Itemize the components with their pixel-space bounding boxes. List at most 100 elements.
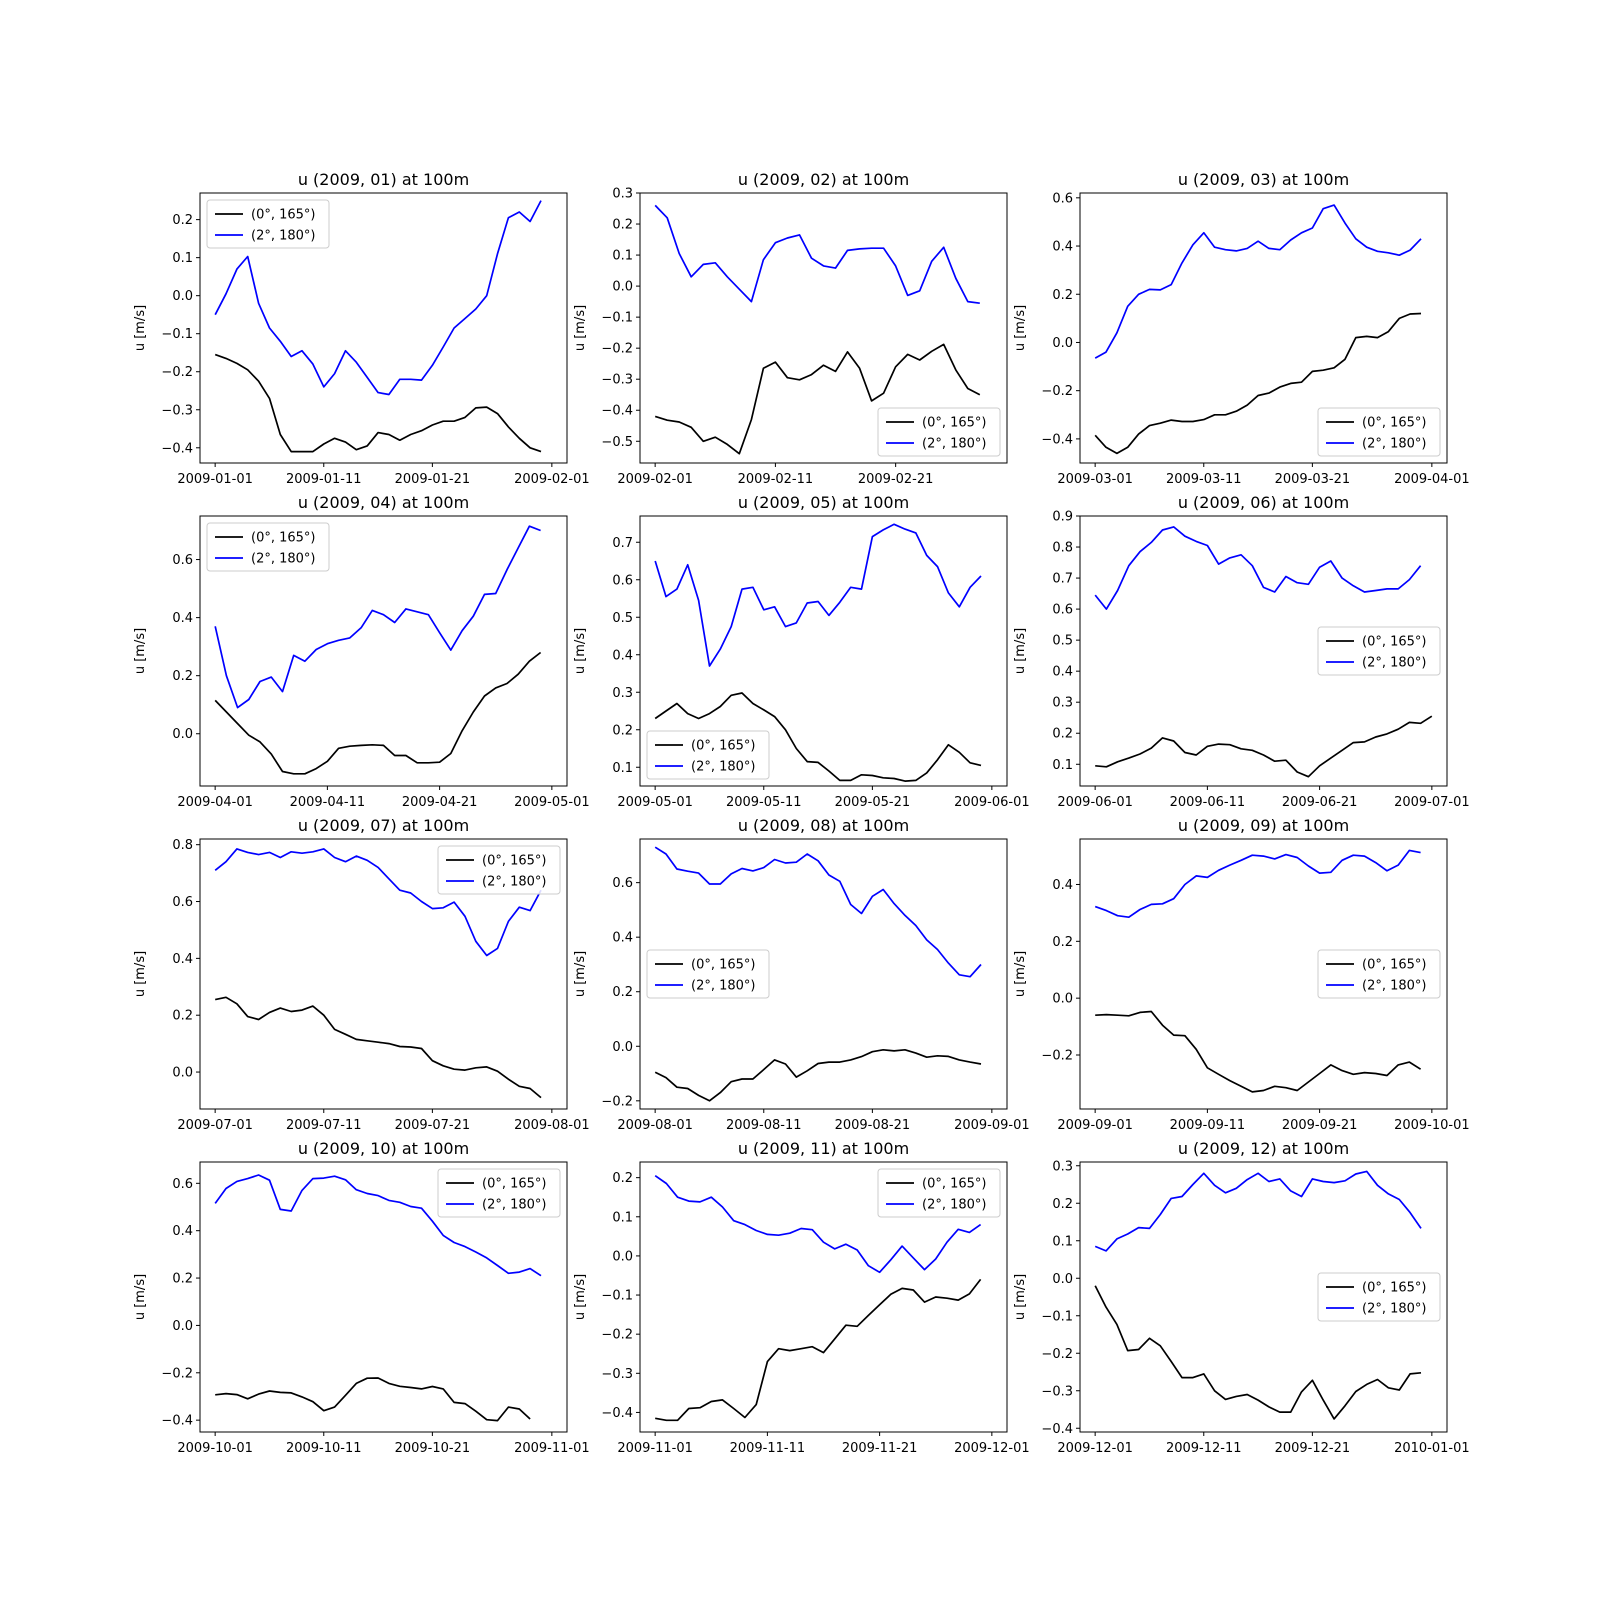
y-tick-label: 0.1 xyxy=(1052,758,1073,773)
series-line-black xyxy=(215,1377,531,1422)
plot-frame xyxy=(1079,838,1448,1110)
legend-box xyxy=(877,407,1001,457)
y-tick-label: 0.3 xyxy=(1052,696,1073,711)
x-tick-label: 2009-03-21 xyxy=(1275,472,1351,487)
x-tick-label: 2009-12-01 xyxy=(1057,1441,1133,1456)
y-tick-label: −0.5 xyxy=(601,435,633,450)
x-tick-label: 2009-10-01 xyxy=(1394,1118,1470,1133)
x-tick-label: 2009-10-01 xyxy=(177,1441,253,1456)
y-axis-label: u [m/s] xyxy=(133,305,148,351)
x-tick-label: 2009-12-21 xyxy=(1275,1441,1351,1456)
x-tick-label: 2010-01-01 xyxy=(1394,1441,1470,1456)
y-tick-label: 0.1 xyxy=(612,761,633,776)
subplot-title: u (2009, 01) at 100m xyxy=(298,170,469,189)
x-tick-label: 2009-08-21 xyxy=(835,1118,911,1133)
y-axis-label: u [m/s] xyxy=(573,305,588,351)
x-tick-label: 2009-04-21 xyxy=(402,795,478,810)
series-line-black xyxy=(215,996,542,1099)
series-line-blue xyxy=(214,525,541,709)
y-tick-label: 0.0 xyxy=(172,289,193,304)
y-tick-label: −0.1 xyxy=(1041,1309,1073,1324)
legend-label: (0°, 165°) xyxy=(482,854,547,869)
series-line-black xyxy=(1094,1285,1422,1420)
x-tick-label: 2009-02-01 xyxy=(617,472,693,487)
y-tick-label: 0.6 xyxy=(172,895,193,910)
x-tick-label: 2009-08-01 xyxy=(617,1118,693,1133)
subplot-title: u (2009, 09) at 100m xyxy=(1178,816,1349,835)
y-tick-label: −0.1 xyxy=(601,1289,633,1304)
x-tick-label: 2009-06-21 xyxy=(1282,795,1358,810)
x-tick-label: 2009-02-21 xyxy=(858,472,934,487)
subplot-title: u (2009, 02) at 100m xyxy=(738,170,909,189)
legend-label: (2°, 180°) xyxy=(482,875,547,890)
y-tick-label: 0.4 xyxy=(1052,240,1073,255)
legend: (0°, 165°) (2°, 180°) xyxy=(646,949,770,999)
subplot-title: u (2009, 06) at 100m xyxy=(1178,493,1349,512)
subplot-7: u (2009, 07) at 100m u [m/s] 2009-07-01 200… xyxy=(133,816,590,1133)
x-tick-label: 2009-10-21 xyxy=(395,1441,471,1456)
x-tick-label: 2009-11-11 xyxy=(730,1441,806,1456)
y-tick-label: 0.4 xyxy=(172,952,193,967)
legend: (0°, 165°) (2°, 180°) xyxy=(1317,407,1441,457)
x-tick-label: 2009-09-11 xyxy=(1170,1118,1246,1133)
x-tick-label: 2009-02-01 xyxy=(514,472,590,487)
y-tick-label: 0.2 xyxy=(1052,1197,1073,1212)
y-tick-label: −0.2 xyxy=(601,1328,633,1343)
y-tick-label: 0.0 xyxy=(172,1066,193,1081)
subplot-11: u (2009, 11) at 100m u [m/s] 2009-11-01 200… xyxy=(573,1139,1030,1456)
plot-frame xyxy=(1079,515,1448,787)
y-tick-label: 0.4 xyxy=(1052,878,1073,893)
subplot-title: u (2009, 05) at 100m xyxy=(738,493,909,512)
y-tick-label: −0.3 xyxy=(1041,1384,1073,1399)
legend-label: (2°, 180°) xyxy=(1362,979,1427,994)
legend-label: (2°, 180°) xyxy=(691,979,756,994)
y-axis-label: u [m/s] xyxy=(133,628,148,674)
y-axis-label: u [m/s] xyxy=(1013,305,1028,351)
legend-label: (2°, 180°) xyxy=(251,552,316,567)
series-line-black xyxy=(1094,312,1422,455)
y-tick-label: −0.3 xyxy=(601,373,633,388)
x-tick-label: 2009-12-11 xyxy=(1166,1441,1242,1456)
y-tick-label: −0.2 xyxy=(1041,384,1073,399)
y-tick-label: 0.6 xyxy=(1052,603,1073,618)
legend-label: (0°, 165°) xyxy=(482,1177,547,1192)
subplot-title: u (2009, 08) at 100m xyxy=(738,816,909,835)
y-tick-label: 0.3 xyxy=(1052,1159,1073,1174)
legend-label: (0°, 165°) xyxy=(922,416,987,431)
legend: (0°, 165°) (2°, 180°) xyxy=(1317,1272,1441,1322)
subplot-8: u (2009, 08) at 100m u [m/s] 2009-08-01 200… xyxy=(573,816,1030,1133)
x-tick-label: 2009-07-21 xyxy=(395,1118,471,1133)
plot-frame xyxy=(1079,1161,1448,1433)
series-line-black xyxy=(654,692,982,782)
y-tick-label: −0.2 xyxy=(1041,1049,1073,1064)
series-line-blue xyxy=(214,848,542,957)
y-tick-label: 0.0 xyxy=(172,727,193,742)
y-tick-label: 0.4 xyxy=(612,931,633,946)
legend: (0°, 165°) (2°, 180°) xyxy=(437,1168,561,1218)
plot-frame xyxy=(199,515,568,787)
legend-label: (2°, 180°) xyxy=(1362,1302,1427,1317)
x-tick-label: 2009-05-01 xyxy=(514,795,590,810)
legend-label: (0°, 165°) xyxy=(922,1177,987,1192)
y-axis-label: u [m/s] xyxy=(1013,628,1028,674)
y-tick-label: 0.9 xyxy=(1052,510,1073,525)
series-line-blue xyxy=(654,1175,982,1274)
x-tick-label: 2009-05-11 xyxy=(726,795,802,810)
y-tick-label: −0.3 xyxy=(601,1367,633,1382)
y-tick-label: 0.0 xyxy=(1052,1272,1073,1287)
legend-label: (0°, 165°) xyxy=(251,531,316,546)
y-tick-label: −0.4 xyxy=(1041,1422,1073,1437)
y-tick-label: 0.1 xyxy=(612,249,633,264)
x-tick-label: 2009-02-11 xyxy=(738,472,814,487)
legend-label: (2°, 180°) xyxy=(922,1198,987,1213)
plot-frame xyxy=(639,1161,1008,1433)
y-tick-label: 0.2 xyxy=(612,985,633,1000)
x-tick-label: 2009-07-01 xyxy=(1394,795,1470,810)
series-line-blue xyxy=(654,846,982,978)
legend-label: (0°, 165°) xyxy=(1362,416,1427,431)
legend: (0°, 165°) (2°, 180°) xyxy=(1317,626,1441,676)
y-tick-label: 0.6 xyxy=(1052,191,1073,206)
y-tick-label: 0.0 xyxy=(1052,992,1073,1007)
series-line-blue xyxy=(1094,204,1422,359)
subplot-4: u (2009, 04) at 100m u [m/s] 2009-04-01 200… xyxy=(133,493,590,810)
